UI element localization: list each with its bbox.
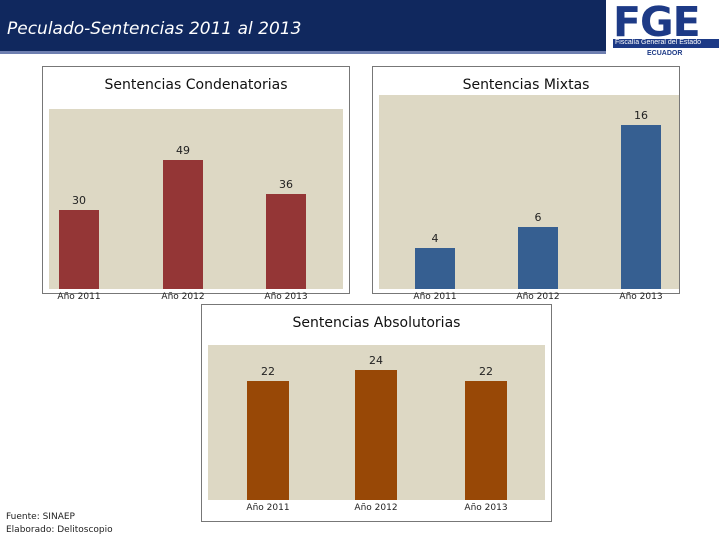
category-label: Año 2011: [413, 292, 457, 302]
plot-area: [49, 109, 343, 289]
bar-3: [465, 381, 507, 500]
data-label: 24: [369, 354, 383, 367]
chart-mixtas: Sentencias Mixtas 4 Año 2011 6 Año 2012 16 Añ…: [372, 66, 680, 302]
bar-2: [518, 227, 558, 289]
category-label: Año 2011: [246, 503, 290, 513]
data-label: 30: [72, 194, 86, 207]
data-label: 22: [261, 365, 275, 378]
fge-logo: FGE Fiscalía General del Estado ECUADOR: [607, 0, 720, 62]
bar-2: [163, 160, 203, 289]
data-label: 49: [176, 144, 190, 157]
logo-band: [613, 39, 719, 48]
logo-country: ECUADOR: [647, 50, 683, 57]
data-label: 6: [534, 211, 542, 224]
category-label: Año 2011: [57, 292, 101, 302]
logo-letters: FGE: [613, 0, 701, 46]
bar-3: [621, 125, 661, 289]
category-label: Año 2013: [464, 503, 508, 513]
category-label: Año 2012: [354, 503, 398, 513]
bar-1: [247, 381, 289, 500]
data-label: 22: [479, 365, 493, 378]
footer-notes: Fuente: SINAEP Elaborado: Delitoscopio: [6, 511, 113, 537]
footer-source: Fuente: SINAEP: [6, 512, 75, 522]
chart-title: Sentencias Condenatorias: [104, 77, 288, 93]
bar-3: [266, 194, 306, 289]
plot-area: [208, 345, 545, 500]
bar-2: [355, 370, 397, 500]
logo-subtitle: Fiscalía General del Estado: [615, 39, 701, 46]
category-label: Año 2012: [516, 292, 560, 302]
bar-1: [415, 248, 455, 289]
header-bar: Peculado-Sentencias 2011 al 2013: [0, 0, 606, 54]
page-title: Peculado-Sentencias 2011 al 2013: [7, 19, 302, 39]
chart-title: Sentencias Mixtas: [462, 77, 590, 93]
data-label: 16: [634, 109, 648, 122]
data-label: 4: [431, 232, 439, 245]
category-label: Año 2013: [619, 292, 663, 302]
data-label: 36: [279, 178, 293, 191]
chart-absolutorias: Sentencias Absolutorias 22 Año 2011 24 Año …: [201, 304, 552, 522]
chart-title: Sentencias Absolutorias: [292, 315, 461, 331]
bar-1: [59, 210, 99, 289]
chart-condenatorias: Sentencias Condenatorias 30 Año 2011 49 Año…: [42, 66, 350, 302]
category-label: Año 2013: [264, 292, 308, 302]
plot-area: [379, 95, 679, 289]
footer-author: Elaborado: Delitoscopio: [6, 525, 113, 535]
category-label: Año 2012: [161, 292, 205, 302]
